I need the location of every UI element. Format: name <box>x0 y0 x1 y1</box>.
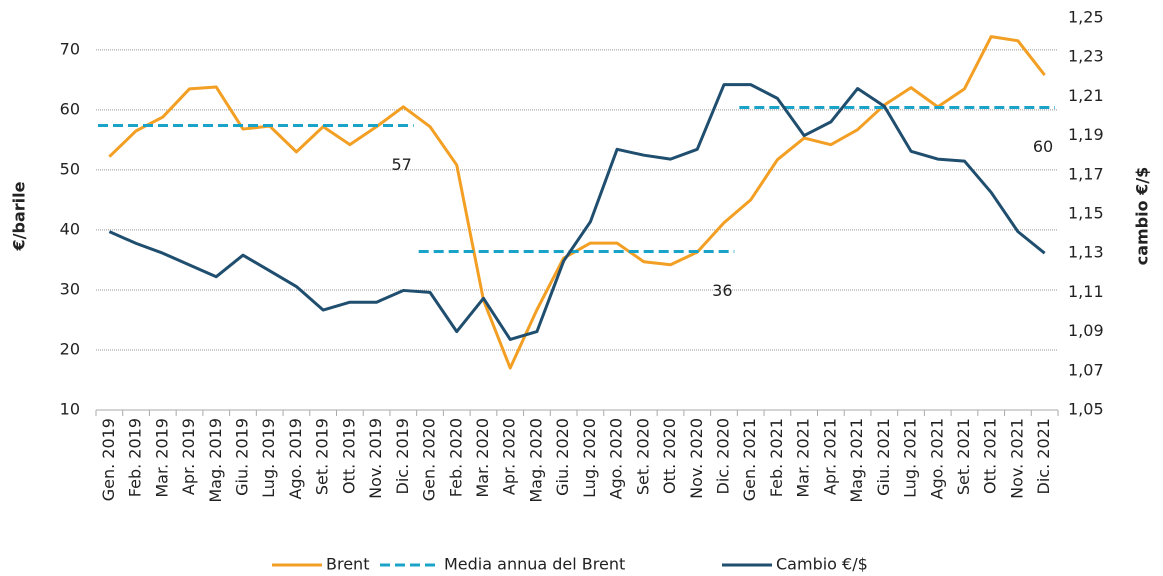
x-tick-label: Set. 2021 <box>954 418 973 495</box>
y-tick-label: 70 <box>60 39 80 58</box>
x-tick-label: Ott. 2020 <box>660 418 679 494</box>
x-tick-label: Mag. 2020 <box>526 418 545 503</box>
y-tick-label: 40 <box>60 219 80 238</box>
x-tick-label: Gen. 2020 <box>420 418 439 501</box>
x-tick-label: Mag. 2021 <box>847 418 866 503</box>
y2-tick-label: 1,13 <box>1068 243 1104 262</box>
y-axis-title: €/barile <box>10 181 29 251</box>
y2-tick-label: 1,05 <box>1068 400 1104 419</box>
x-tick-label: Mar. 2020 <box>473 418 492 498</box>
series-line <box>108 35 1046 370</box>
x-tick-label: Lug. 2019 <box>259 418 278 498</box>
y2-tick-label: 1,23 <box>1068 47 1104 66</box>
y-tick-label: 30 <box>60 279 80 298</box>
y2-tick-label: 1,19 <box>1068 125 1104 144</box>
y-tick-label: 20 <box>60 339 80 358</box>
legend-label: Media annua del Brent <box>444 555 625 574</box>
x-tick-label: Apr. 2021 <box>820 418 839 495</box>
y2-tick-label: 1,21 <box>1068 86 1104 105</box>
x-tick-label: Nov. 2020 <box>687 418 706 499</box>
x-tick-label: Dic. 2020 <box>713 418 732 494</box>
x-tick-label: Dic. 2021 <box>1034 418 1053 494</box>
x-tick-label: Ago. 2021 <box>927 418 946 500</box>
y-tick-label: 60 <box>60 99 80 118</box>
x-tick-label: Giu. 2020 <box>553 418 572 496</box>
y2-tick-label: 1,25 <box>1068 8 1104 27</box>
x-tick-label: Dic. 2019 <box>393 418 412 494</box>
mean-label: 36 <box>712 281 732 300</box>
x-tick-label: Feb. 2021 <box>767 418 786 497</box>
x-tick-label: Nov. 2019 <box>366 418 385 499</box>
x-tick-label: Gen. 2021 <box>740 418 759 501</box>
y-tick-label: 10 <box>60 400 80 419</box>
legend-label: Cambio €/$ <box>776 555 868 574</box>
x-tick-label: Mag. 2019 <box>206 418 225 503</box>
mean-label: 57 <box>391 155 411 174</box>
y2-tick-label: 1,11 <box>1068 282 1104 301</box>
x-tick-label: Giu. 2019 <box>232 418 251 496</box>
y2-tick-label: 1,17 <box>1068 164 1104 183</box>
series-line <box>108 83 1046 341</box>
x-tick-label: Lug. 2020 <box>580 418 599 498</box>
y2-tick-label: 1,07 <box>1068 360 1104 379</box>
x-tick-label: Set. 2019 <box>313 418 332 495</box>
y-tick-label: 50 <box>60 159 80 178</box>
x-tick-label: Mar. 2021 <box>794 418 813 498</box>
x-tick-label: Ago. 2019 <box>286 418 305 500</box>
y2-tick-label: 1,09 <box>1068 321 1104 340</box>
x-tick-label: Feb. 2019 <box>126 418 145 497</box>
x-tick-label: Giu. 2021 <box>874 418 893 496</box>
legend-label: Brent <box>326 555 369 574</box>
x-tick-label: Apr. 2020 <box>500 418 519 495</box>
x-tick-label: Ott. 2021 <box>981 418 1000 494</box>
x-tick-label: Gen. 2019 <box>99 418 118 501</box>
x-tick-label: Feb. 2020 <box>446 418 465 497</box>
y2-axis-title: cambio €/$ <box>1133 167 1152 266</box>
x-tick-label: Lug. 2021 <box>901 418 920 498</box>
x-tick-label: Ago. 2020 <box>607 418 626 500</box>
y2-tick-label: 1,15 <box>1068 204 1104 223</box>
x-tick-label: Mar. 2019 <box>152 418 171 498</box>
x-tick-label: Set. 2020 <box>633 418 652 495</box>
x-tick-label: Apr. 2019 <box>179 418 198 495</box>
mean-label: 60 <box>1033 137 1053 156</box>
x-tick-label: Nov. 2021 <box>1007 418 1026 499</box>
x-tick-label: Ott. 2019 <box>339 418 358 494</box>
